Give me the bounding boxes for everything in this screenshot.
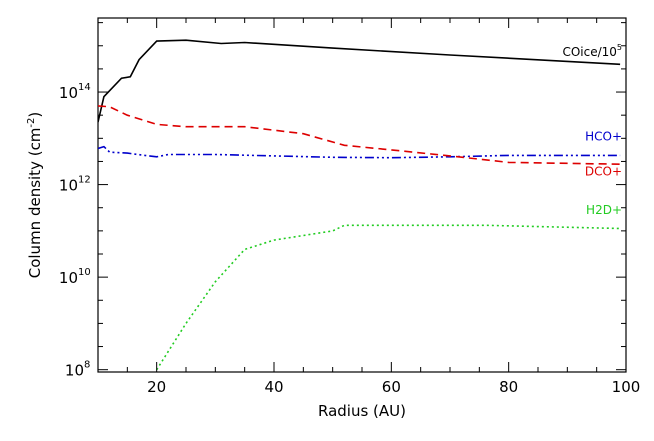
series-line-1 <box>98 145 621 159</box>
y-tick-exponent: 12 <box>78 175 91 186</box>
x-tick-label: 60 <box>382 378 401 396</box>
x-axis-title: Radius (AU) <box>318 402 406 420</box>
y-tick-label: 10 <box>59 84 78 102</box>
x-tick-label: 40 <box>264 378 283 396</box>
series-label-2: DCO+ <box>585 164 622 178</box>
y-tick-exponent: 10 <box>78 267 91 278</box>
series-label-0: COice/105 <box>562 43 622 59</box>
y-axis-title: Column density (cm-2) <box>26 112 44 279</box>
series-label-3: H2D+ <box>586 203 622 217</box>
x-tick-label: 20 <box>147 378 166 396</box>
y-tick-exponent: 14 <box>78 82 91 93</box>
series-line-2 <box>98 105 621 165</box>
y-tick-label: 10 <box>59 269 78 287</box>
y-tick-label: 10 <box>65 362 84 380</box>
series-line-3 <box>156 224 621 371</box>
plot-frame <box>97 17 627 373</box>
series-line-0 <box>98 39 621 123</box>
x-tick-label: 100 <box>612 378 641 396</box>
y-tick-exponent: 8 <box>84 360 90 371</box>
series-label-1: HCO+ <box>585 130 622 144</box>
x-tick-label: 80 <box>499 378 518 396</box>
y-tick-label: 10 <box>59 177 78 195</box>
